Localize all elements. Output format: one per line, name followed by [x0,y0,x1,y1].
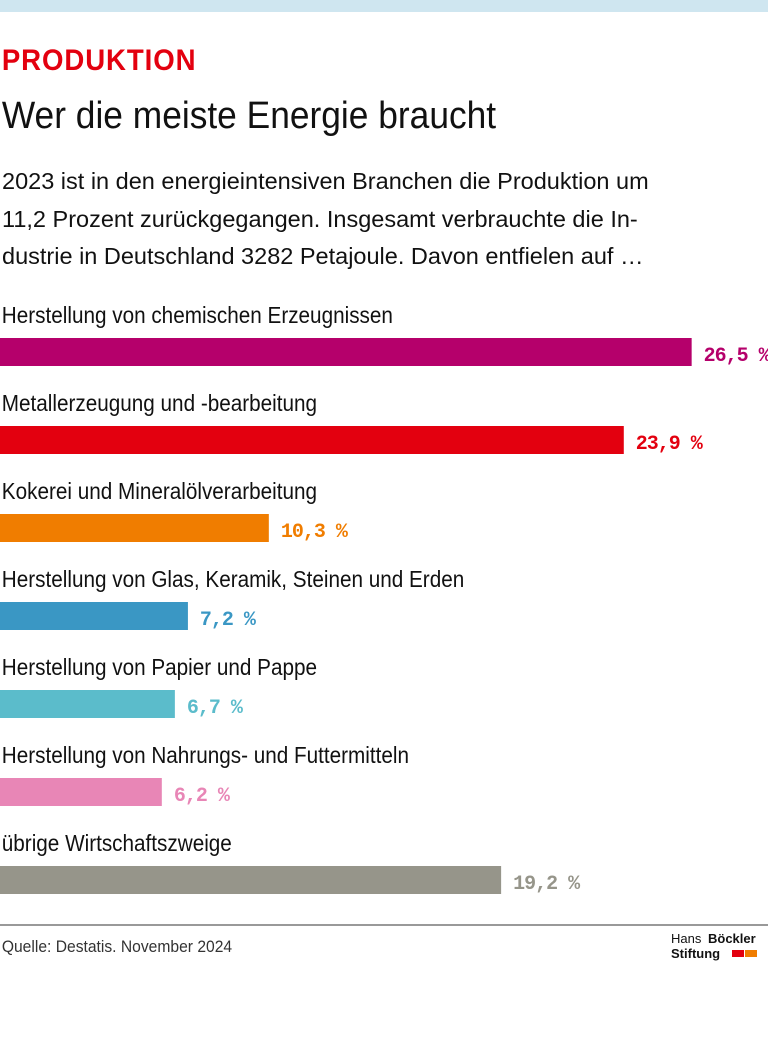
bar [0,602,188,630]
bar [0,338,692,366]
logo-block [732,950,744,957]
subtitle-line: 11,2 Prozent zurückgegangen. Insgesamt v… [2,206,638,232]
kicker: PRODUKTION [2,44,197,77]
logo: Hans Böckler Stiftung [671,931,757,961]
value-label: 10,3 % [281,521,349,544]
category-label: übrige Wirtschaftszweige [2,830,232,856]
logo-text: Stiftung [671,946,720,961]
value-label: 6,7 % [187,697,244,720]
value-label: 23,9 % [636,433,704,456]
value-label: 19,2 % [513,873,581,896]
subtitle-line: 2023 ist in den energieintensiven Branch… [2,168,649,194]
category-label: Kokerei und Mineralölverarbeitung [2,478,317,504]
logo-text: Böckler [708,931,756,946]
bar [0,778,162,806]
bar [0,690,175,718]
value-label: 6,2 % [174,785,231,808]
source: Quelle: Destatis. November 2024 [2,937,232,956]
value-label: 26,5 % [704,345,768,368]
subtitle-line: dustrie in Deutschland 3282 Petajoule. D… [2,243,643,269]
category-label: Herstellung von Nahrungs- und Futtermitt… [2,742,409,768]
category-label: Herstellung von chemischen Erzeugnissen [2,302,393,328]
logo-text: Hans [671,931,702,946]
bar [0,866,502,894]
category-label: Metallerzeugung und -bearbeitung [2,390,317,416]
top-band [0,0,768,12]
chart-title: Wer die meiste Energie braucht [2,94,496,136]
bar [0,426,624,454]
category-label: Herstellung von Papier und Pappe [2,654,317,680]
value-label: 7,2 % [200,609,257,632]
logo-block [745,950,757,957]
category-label: Herstellung von Glas, Keramik, Steinen u… [2,566,464,592]
bar [0,514,269,542]
